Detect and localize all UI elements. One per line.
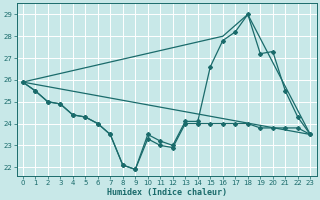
X-axis label: Humidex (Indice chaleur): Humidex (Indice chaleur)	[107, 188, 227, 197]
